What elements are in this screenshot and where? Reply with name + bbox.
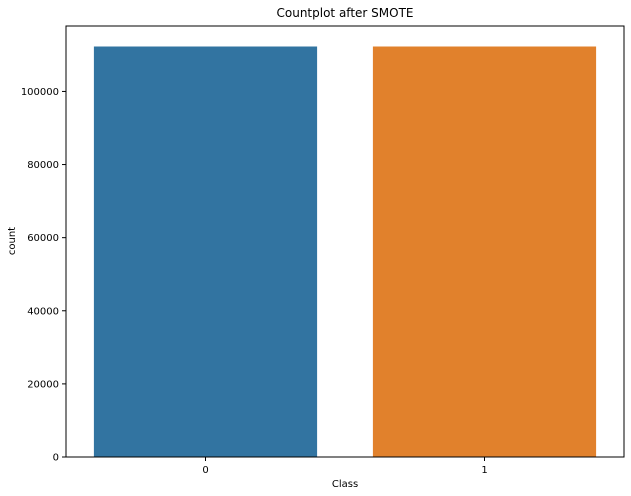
- plot-frame: [65, 25, 625, 458]
- chart-title: Countplot after SMOTE: [277, 6, 414, 20]
- y-tick-label: 80000: [27, 160, 59, 171]
- y-tick-label: 100000: [21, 87, 59, 98]
- bar-class-0: [93, 46, 318, 457]
- x-tick-label: 1: [481, 465, 487, 476]
- y-tick-label: 40000: [27, 306, 59, 317]
- y-axis-label: count: [7, 227, 18, 255]
- y-tick-label: 20000: [27, 379, 59, 390]
- y-tick-label: 60000: [27, 233, 59, 244]
- bars-group: [93, 46, 597, 457]
- y-tick-label: 0: [53, 453, 59, 464]
- bar-class-1: [372, 46, 597, 457]
- x-axis-label: Class: [332, 479, 358, 490]
- y-ticks-group: 0 20000 40000 60000 80000 100000: [21, 87, 66, 464]
- x-tick-label: 0: [202, 465, 208, 476]
